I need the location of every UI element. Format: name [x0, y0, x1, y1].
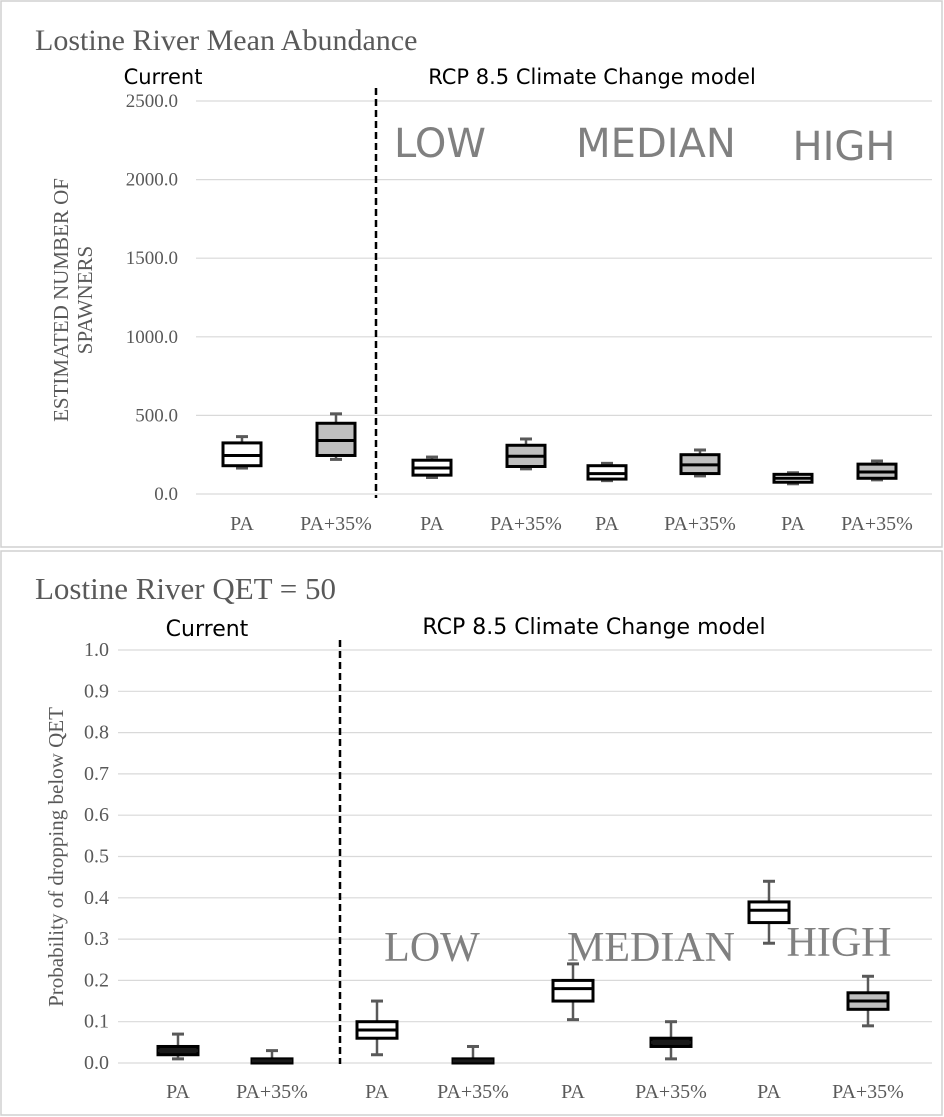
x-tick-label: PA+35%	[841, 513, 913, 535]
y-tick-label: 0.1	[84, 1011, 109, 1033]
box-plot	[355, 999, 399, 1057]
y-tick-label: 0.2	[84, 969, 109, 991]
panel-border	[0, 0, 943, 548]
section-label-current: Current	[166, 617, 249, 642]
x-tick-label: PA	[365, 1081, 389, 1103]
box-plot	[451, 1044, 495, 1065]
scenario-label-high: HIGH	[787, 920, 892, 966]
x-tick-label: PA+35%	[437, 1081, 509, 1103]
box-plot	[221, 435, 263, 470]
scenario-label-low: LOW	[384, 925, 480, 971]
x-tick-label: PA+35%	[236, 1081, 308, 1103]
x-tick-label: PA+35%	[664, 513, 736, 535]
y-tick-label: 0.5	[84, 846, 109, 868]
y-tick-label: 1.0	[84, 639, 109, 661]
box-plot	[411, 455, 453, 479]
box-plot	[679, 448, 721, 478]
box-series	[156, 879, 890, 1065]
y-tick-label: 0.4	[84, 887, 109, 909]
box-plot	[747, 879, 791, 945]
y-tick-label: 0.6	[84, 804, 109, 826]
x-tick-label: PA	[420, 513, 444, 535]
qet-panel: Lostine River QET = 50 Current RCP 8.5 C…	[0, 550, 943, 1116]
chart-title: Lostine River QET = 50	[35, 571, 336, 606]
box-plot	[846, 974, 890, 1028]
x-tick-label: PA+35%	[490, 513, 562, 535]
x-tick-label: PA+35%	[832, 1081, 904, 1103]
y-tick-label: 500.0	[135, 405, 178, 426]
box-plot	[505, 437, 547, 471]
x-tick-label: PA+35%	[300, 513, 372, 535]
scenario-label-median: MEDIAN	[567, 925, 735, 971]
section-label-climate: RCP 8.5 Climate Change model	[422, 615, 765, 640]
y-axis-label-line-2: SPAWNERS	[73, 246, 97, 354]
gridlines	[196, 100, 932, 495]
y-tick-label: 0.0	[154, 484, 178, 505]
box-plot	[772, 471, 814, 486]
box-plot	[856, 459, 898, 482]
y-axis-label: Probability of dropping below QET	[44, 707, 68, 1007]
box-plot	[551, 962, 595, 1022]
y-tick-label: 0.0	[84, 1052, 109, 1074]
y-tick-labels: 0.0 500.0 1000.0 1500.0 2000.0 2500.0	[126, 91, 178, 505]
section-label-current: Current	[124, 65, 203, 89]
y-tick-label: 0.8	[84, 722, 109, 744]
y-axis-label: ESTIMATED NUMBER OF SPAWNERS	[49, 178, 97, 422]
y-tick-labels: 0.0 0.1 0.2 0.3 0.4 0.5 0.6 0.7 0.8 0.9 1.0	[84, 639, 109, 1074]
y-axis-label-text: Probability of dropping below QET	[44, 707, 68, 1007]
box-plot	[315, 412, 357, 461]
x-tick-label: PA	[781, 513, 805, 535]
y-tick-label: 1000.0	[126, 327, 178, 348]
y-tick-label: 2500.0	[126, 91, 178, 112]
x-tick-label: PA	[166, 1081, 190, 1103]
y-tick-label: 0.3	[84, 928, 109, 950]
y-tick-label: 1500.0	[126, 248, 178, 269]
box-plot	[586, 461, 628, 483]
section-label-climate: RCP 8.5 Climate Change model	[428, 65, 756, 89]
scenario-label-low: LOW	[394, 121, 486, 167]
panel-border	[0, 550, 943, 1116]
x-tick-label: PA	[561, 1081, 585, 1103]
box-series	[221, 412, 898, 486]
y-axis-label-line-1: ESTIMATED NUMBER OF	[49, 178, 73, 422]
y-tick-label: 0.9	[84, 680, 109, 702]
scenario-label-high: HIGH	[793, 124, 896, 170]
gridlines	[118, 649, 932, 1064]
y-tick-label: 2000.0	[126, 170, 178, 191]
x-tick-label: PA+35%	[635, 1081, 707, 1103]
chart-title: Lostine River Mean Abundance	[35, 24, 417, 57]
box-iqr	[551, 978, 595, 1003]
box-plot	[156, 1032, 200, 1061]
box-iqr	[747, 900, 791, 925]
box-plot	[649, 1020, 693, 1061]
x-tick-label: PA	[757, 1081, 781, 1103]
x-tick-label: PA	[595, 513, 619, 535]
x-tick-labels: PA PA+35% PA PA+35% PA PA+35% PA PA+35%	[166, 1081, 904, 1103]
x-tick-label: PA	[230, 513, 254, 535]
x-tick-labels: PA PA+35% PA PA+35% PA PA+35% PA PA+35%	[230, 513, 913, 535]
scenario-label-median: MEDIAN	[576, 121, 736, 167]
y-tick-label: 0.7	[84, 763, 109, 785]
box-plot	[250, 1049, 294, 1065]
abundance-panel: Lostine River Mean Abundance Current RCP…	[0, 0, 943, 548]
